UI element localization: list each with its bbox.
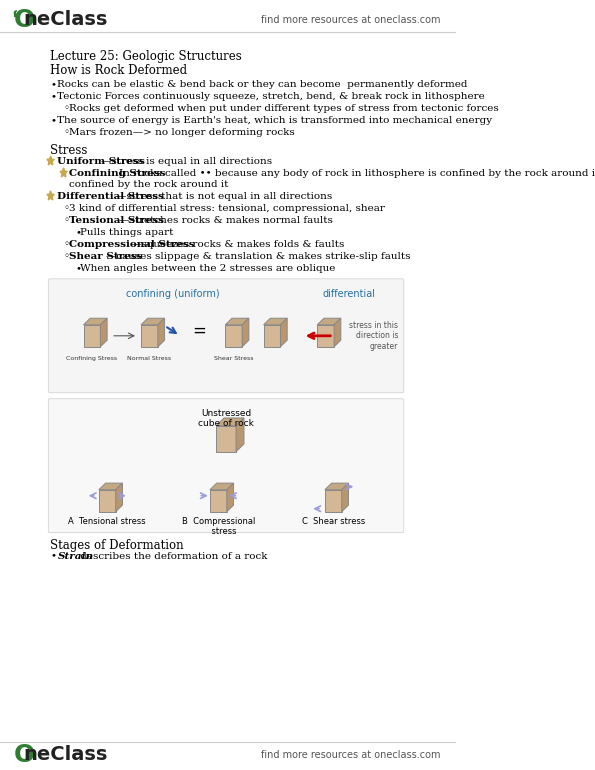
Polygon shape <box>99 483 123 490</box>
Text: •: • <box>51 116 57 125</box>
Text: confined by the rock around it: confined by the rock around it <box>69 180 228 189</box>
Polygon shape <box>216 418 244 426</box>
Polygon shape <box>83 318 107 325</box>
Polygon shape <box>141 318 165 325</box>
FancyBboxPatch shape <box>83 325 101 346</box>
Text: Confining Stress: Confining Stress <box>67 356 117 361</box>
FancyBboxPatch shape <box>99 490 115 512</box>
Polygon shape <box>101 318 107 346</box>
Text: Stress: Stress <box>50 144 87 157</box>
FancyBboxPatch shape <box>325 490 342 512</box>
Text: Lecture 25: Geologic Structures: Lecture 25: Geologic Structures <box>50 50 242 63</box>
Polygon shape <box>47 191 54 200</box>
Polygon shape <box>334 318 341 346</box>
Text: Strain: Strain <box>58 551 93 561</box>
Text: Normal Stress: Normal Stress <box>127 356 171 361</box>
FancyBboxPatch shape <box>226 325 242 346</box>
Text: •: • <box>75 264 81 273</box>
Text: A  Tensional stress: A Tensional stress <box>68 517 146 526</box>
Text: —stretches rocks & makes normal faults: —stretches rocks & makes normal faults <box>118 216 333 225</box>
Polygon shape <box>226 318 249 325</box>
Polygon shape <box>227 483 234 512</box>
Polygon shape <box>60 168 67 177</box>
Text: —stress is equal in all directions: —stress is equal in all directions <box>101 157 272 166</box>
Text: —causes slippage & translation & makes strike-slip faults: —causes slippage & translation & makes s… <box>106 252 411 261</box>
Text: find more resources at oneclass.com: find more resources at oneclass.com <box>261 15 440 25</box>
Text: Mars frozen—> no longer deforming rocks: Mars frozen—> no longer deforming rocks <box>69 128 295 137</box>
Polygon shape <box>236 418 244 452</box>
Text: Pulls things apart: Pulls things apart <box>80 228 174 237</box>
Text: •: • <box>51 80 57 89</box>
Text: Confining Stress: Confining Stress <box>69 169 165 178</box>
Text: 3 kind of differential stress: tensional, compressional, shear: 3 kind of differential stress: tensional… <box>69 204 385 213</box>
Polygon shape <box>158 318 165 346</box>
Polygon shape <box>317 318 341 325</box>
Text: •: • <box>75 228 81 237</box>
FancyBboxPatch shape <box>48 399 404 533</box>
Text: confining (uniform): confining (uniform) <box>126 289 220 299</box>
Text: •: • <box>51 92 57 101</box>
Text: When angles between the 2 stresses are oblique: When angles between the 2 stresses are o… <box>80 264 336 273</box>
Text: Shear Stress: Shear Stress <box>214 356 253 361</box>
Text: ◦: ◦ <box>64 104 70 113</box>
Text: Differential Stress: Differential Stress <box>58 192 164 201</box>
Polygon shape <box>280 318 287 346</box>
Text: The source of energy is Earth's heat, which is transformed into mechanical energ: The source of energy is Earth's heat, wh… <box>58 116 493 125</box>
Text: ◦: ◦ <box>64 216 70 225</box>
Text: Uniform Stress: Uniform Stress <box>58 157 145 166</box>
Text: In rocks called •• because any body of rock in lithosphere is confined by the ro: In rocks called •• because any body of r… <box>118 169 595 178</box>
Polygon shape <box>47 156 54 165</box>
FancyBboxPatch shape <box>141 325 158 346</box>
Text: differential: differential <box>323 289 376 299</box>
Polygon shape <box>342 483 349 512</box>
Text: —squeezes rocks & makes folds & faults: —squeezes rocks & makes folds & faults <box>131 240 345 249</box>
Polygon shape <box>264 318 287 325</box>
Text: Rocks can be elastic & bend back or they can become  permanently deformed: Rocks can be elastic & bend back or they… <box>58 80 468 89</box>
Text: Rocks get deformed when put under different types of stress from tectonic forces: Rocks get deformed when put under differ… <box>69 104 499 113</box>
FancyBboxPatch shape <box>317 325 334 346</box>
Text: Tectonic Forces continuously squeeze, stretch, bend, & break rock in lithosphere: Tectonic Forces continuously squeeze, st… <box>58 92 485 101</box>
FancyBboxPatch shape <box>48 279 404 393</box>
Text: How is Rock Deformed: How is Rock Deformed <box>50 64 187 77</box>
Text: stress in this
direction is
greater: stress in this direction is greater <box>349 321 399 350</box>
Text: O: O <box>14 742 35 767</box>
Text: —stress that is not equal in all directions: —stress that is not equal in all directi… <box>117 192 333 201</box>
Text: B  Compressional
    stress: B Compressional stress <box>181 517 255 536</box>
Text: Unstressed
cube of rock: Unstressed cube of rock <box>198 409 254 428</box>
Text: ◦: ◦ <box>64 240 70 249</box>
Text: describes the deformation of a rock: describes the deformation of a rock <box>77 551 267 561</box>
Text: find more resources at oneclass.com: find more resources at oneclass.com <box>261 749 440 759</box>
Text: =: = <box>192 322 206 340</box>
FancyBboxPatch shape <box>216 426 236 452</box>
Text: ◦: ◦ <box>64 128 70 137</box>
Text: Compressional Stress: Compressional Stress <box>69 240 195 249</box>
Text: Shear Stress: Shear Stress <box>69 252 142 261</box>
Polygon shape <box>325 483 349 490</box>
Polygon shape <box>115 483 123 512</box>
Text: ◦: ◦ <box>64 252 70 261</box>
Text: C  Shear stress: C Shear stress <box>302 517 365 526</box>
Text: •: • <box>51 551 57 561</box>
Polygon shape <box>210 483 234 490</box>
FancyBboxPatch shape <box>264 325 280 346</box>
Text: neClass: neClass <box>23 11 107 29</box>
Text: neClass: neClass <box>23 745 107 764</box>
Text: O: O <box>14 8 35 32</box>
Text: ◦: ◦ <box>64 204 70 213</box>
FancyBboxPatch shape <box>210 490 227 512</box>
Text: Tensional Stress: Tensional Stress <box>69 216 164 225</box>
Text: Stages of Deformation: Stages of Deformation <box>50 539 183 551</box>
Polygon shape <box>242 318 249 346</box>
